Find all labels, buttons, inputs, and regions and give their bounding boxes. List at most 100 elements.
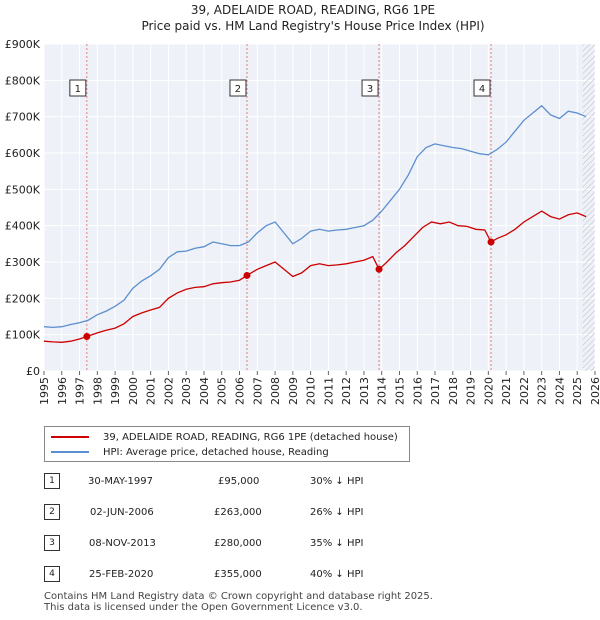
x-tick-label: 2011 [322,377,335,405]
x-axis-ticks: 1995 1996 1997 1998 1999 2000 2001 2002 2003 2004… [38,371,600,405]
sale-price: £355,000 [214,569,262,580]
x-tick-label: 1996 [56,377,69,405]
legend: 39, ADELAIDE ROAD, READING, RG6 1PE (det… [44,426,410,462]
legend-label-hpi: HPI: Average price, detached house, Read… [103,446,329,458]
sale-number: 2 [44,504,60,520]
sale-marker-lines [86,44,492,371]
y-tick-label: £0 [26,365,40,378]
x-tick-label: 2016 [411,377,424,405]
sale-point [375,265,383,273]
x-tick-label: 2017 [429,377,442,405]
sale-price: £263,000 [214,507,262,518]
sale-label-text: 4 [479,84,485,95]
x-tick-label: 2002 [162,377,175,405]
x-tick-label: 1999 [109,377,122,405]
y-tick-label: £100K [5,329,41,342]
y-axis-ticks: £0 £100K £200K £300K £400K £500K £600K £700K £80… [5,38,41,378]
sale-points [83,238,495,340]
x-tick-label: 1998 [91,377,104,405]
x-tick-label: 2025 [571,377,584,405]
sale-row: 1 30-MAY-1997 £95,000 30% ↓ HPI [44,473,384,491]
x-tick-label: 2006 [234,377,247,405]
y-tick-label: £300K [5,256,41,269]
forecast-hatch-region [582,44,595,371]
chart-title: 39, ADELAIDE ROAD, READING, RG6 1PE [191,3,435,17]
sale-hpi-diff: 40% ↓ HPI [310,569,364,580]
sale-label-box [229,79,247,97]
x-tick-label: 2008 [269,377,282,405]
y-tick-label: £400K [5,220,41,233]
chart-svg: 39, ADELAIDE ROAD, READING, RG6 1PE Pric… [5,3,600,405]
x-tick-label: 2020 [482,377,495,405]
series-lines [43,104,587,343]
chart-subtitle: Price paid vs. HM Land Registry's House … [141,19,484,33]
x-tick-label: 2000 [127,377,140,405]
y-tick-label: £500K [5,183,41,196]
x-tick-label: 2018 [447,377,460,405]
sale-label-box [69,79,87,97]
x-tick-label: 2001 [145,377,158,405]
sale-date: 02-JUN-2006 [90,507,154,518]
sale-row: 3 08-NOV-2013 £280,000 35% ↓ HPI [44,535,384,553]
sale-point [83,332,91,340]
x-tick-label: 2003 [180,377,193,405]
sale-label-text: 2 [235,84,241,95]
sale-label-4: 4 [473,79,491,97]
sale-hpi-diff: 30% ↓ HPI [310,476,364,487]
sale-date: 30-MAY-1997 [88,476,154,487]
x-tick-label: 2010 [305,377,318,405]
sale-point [243,271,251,279]
y-tick-label: £800K [5,74,41,87]
x-tick-label: 2005 [216,377,229,405]
x-tick-label: 2012 [340,377,353,405]
sale-label-text: 3 [367,84,373,95]
x-tick-label: 2014 [376,377,389,405]
legend-item-hpi: HPI: Average price, detached house, Read… [51,445,329,459]
sale-label-text: 1 [75,84,81,95]
sale-point [487,238,495,246]
x-tick-label: 2015 [393,377,406,405]
legend-line-hpi [51,451,89,453]
x-tick-label: 1995 [38,377,51,405]
x-tick-label: 2019 [465,377,478,405]
x-tick-label: 2023 [536,377,549,405]
y-tick-label: £900K [5,38,41,51]
x-tick-label: 2004 [198,377,211,405]
legend-line-property [51,436,89,438]
x-tick-label: 1997 [74,377,87,405]
grid-lines [43,43,596,372]
x-tick-label: 2026 [589,377,600,405]
plot-background [44,44,595,371]
sale-date: 08-NOV-2013 [89,538,156,549]
sale-date: 25-FEB-2020 [89,569,154,580]
sale-number: 4 [44,566,60,582]
footer-license: This data is licensed under the Open Gov… [44,602,363,613]
sale-row: 2 02-JUN-2006 £263,000 26% ↓ HPI [44,504,384,522]
x-tick-label: 2024 [553,377,566,405]
sale-label-box [473,79,491,97]
sale-number-labels: 1 2 3 4 [69,79,491,97]
x-tick-label: 2007 [251,377,264,405]
y-tick-label: £700K [5,111,41,124]
sale-hpi-diff: 26% ↓ HPI [310,507,364,518]
footer: Contains HM Land Registry data © Crown c… [44,591,433,613]
sale-price: £280,000 [214,538,262,549]
sale-hpi-diff: 35% ↓ HPI [310,538,364,549]
sale-label-2: 2 [229,79,247,97]
sale-number: 1 [44,473,60,489]
sale-number: 3 [44,535,60,551]
x-tick-label: 2013 [358,377,371,405]
sale-label-box [361,79,379,97]
sale-row: 4 25-FEB-2020 £355,000 40% ↓ HPI [44,566,384,584]
x-tick-label: 2021 [500,377,513,405]
legend-item-property: 39, ADELAIDE ROAD, READING, RG6 1PE (det… [51,430,398,444]
sale-label-3: 3 [361,79,379,97]
footer-copyright: Contains HM Land Registry data © Crown c… [44,591,433,602]
property-line [43,210,587,343]
sale-label-1: 1 [69,79,87,97]
y-tick-label: £200K [5,292,41,305]
x-tick-label: 2009 [287,377,300,405]
y-tick-label: £600K [5,147,41,160]
sale-price: £95,000 [218,476,260,487]
legend-label-property: 39, ADELAIDE ROAD, READING, RG6 1PE (det… [103,431,398,443]
